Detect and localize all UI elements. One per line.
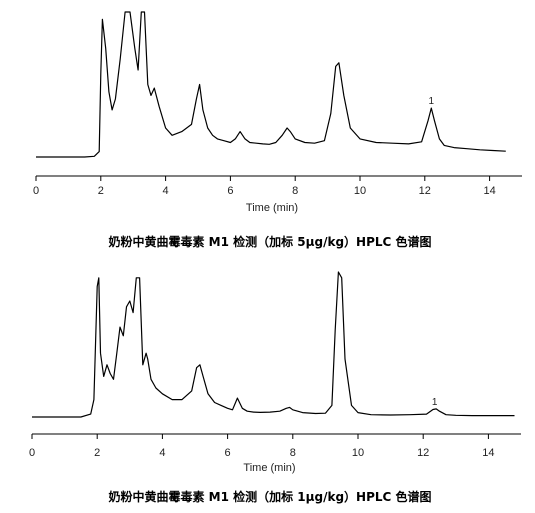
chromatogram-trace [32, 271, 515, 418]
figure-caption-bottom: 奶粉中黄曲霉毒素 M1 检测（加标 1μg/kg）HPLC 色谱图 [108, 489, 431, 504]
x-tick-label: 12 [417, 447, 429, 459]
peak-label-1: 1 [432, 397, 438, 408]
x-tick-label: 2 [94, 447, 100, 459]
x-tick-label: 12 [419, 185, 431, 197]
chromatogram-trace [36, 11, 506, 158]
x-tick-label: 0 [29, 447, 35, 459]
figure-caption-top: 奶粉中黄曲霉毒素 M1 检测（加标 5μg/kg）HPLC 色谱图 [108, 234, 431, 249]
peak-label-1: 1 [428, 96, 434, 107]
x-tick-label: 8 [292, 185, 298, 197]
x-tick-label: 4 [163, 185, 169, 197]
x-axis-title: Time (min) [243, 462, 295, 474]
chromatogram-panel-bottom: 0 2 4 6 8 10 12 14 Time (min) 1 奶粉中黄曲霉毒素 M1 检测（… [29, 271, 521, 504]
x-tick-label: 2 [98, 185, 104, 197]
x-tick-label: 8 [290, 447, 296, 459]
x-tick-label: 4 [159, 447, 165, 459]
x-tick-label: 10 [354, 185, 366, 197]
x-axis-ticks: 0 2 4 6 8 10 12 14 [33, 176, 496, 197]
x-axis-ticks: 0 2 4 6 8 10 12 14 [29, 434, 495, 459]
x-tick-label: 14 [483, 185, 495, 197]
chromatogram-panel-top: 0 2 4 6 8 10 12 14 Time (min) 1 奶粉中黄曲霉毒素 M1 检测（… [33, 11, 522, 249]
x-axis-title: Time (min) [246, 202, 298, 214]
x-tick-label: 0 [33, 185, 39, 197]
x-tick-label: 6 [225, 447, 231, 459]
x-tick-label: 14 [482, 447, 494, 459]
x-tick-label: 6 [227, 185, 233, 197]
x-tick-label: 10 [352, 447, 364, 459]
